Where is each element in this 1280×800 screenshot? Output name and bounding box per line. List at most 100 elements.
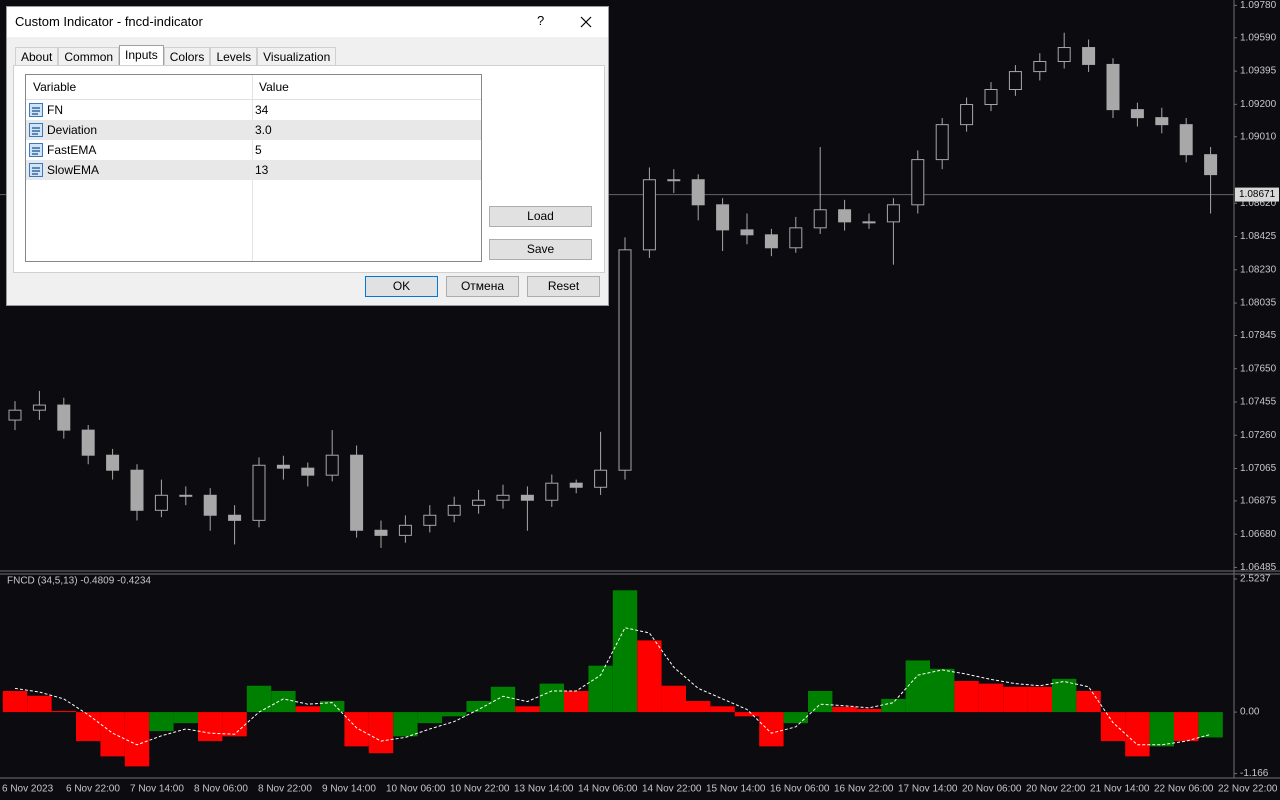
x-tick-label: 20 Nov 06:00 [962, 784, 1022, 795]
histogram-bar [246, 685, 272, 713]
candle-body [911, 159, 925, 206]
button[interactable]: OK [365, 276, 438, 297]
candle-body [789, 227, 803, 249]
y-tick-label: 1.06680 [1240, 529, 1277, 540]
histogram-bar [295, 706, 320, 713]
dialog: Custom Indicator - fncd-indicator ? Abou… [6, 6, 609, 306]
y-tick-label: 1.08620 [1240, 198, 1277, 209]
x-tick-label: 8 Nov 22:00 [258, 784, 312, 795]
button[interactable]: Отмена [446, 276, 519, 297]
histogram-bar [1198, 712, 1223, 738]
histogram-bar [344, 712, 369, 747]
y-tick-label: 1.09200 [1240, 99, 1277, 110]
candle-body [1082, 47, 1096, 65]
tab-page: Variable Value FN 34 Deviation 3.0 FastEMA 5 S… [13, 65, 605, 273]
y-tick-label: 1.09395 [1240, 66, 1277, 77]
candle-body [106, 454, 120, 471]
histogram-bar [1149, 712, 1174, 747]
button[interactable]: Reset [527, 276, 600, 297]
x-tick-label: 20 Nov 22:00 [1026, 784, 1086, 795]
y-tick-label: 1.06485 [1240, 562, 1277, 573]
candle-body [252, 464, 266, 521]
histogram-bar [1100, 712, 1126, 742]
histogram-bar [881, 698, 906, 713]
histogram-bar [1174, 712, 1199, 742]
x-tick-label: 14 Nov 22:00 [642, 784, 702, 795]
candle-body [447, 504, 461, 516]
y-tick-label: 1.09590 [1240, 32, 1277, 43]
histogram-bar [124, 712, 150, 767]
candle-body [569, 482, 583, 488]
histogram-bar [466, 701, 491, 713]
candle-body [764, 234, 778, 249]
candle-body [545, 482, 559, 501]
candle-body [1155, 117, 1169, 126]
candle-body [301, 467, 315, 476]
x-tick-label: 7 Nov 14:00 [130, 784, 184, 795]
histogram-bar [564, 691, 589, 713]
x-tick-label: 8 Nov 06:00 [194, 784, 248, 795]
help-button[interactable]: ? [537, 13, 545, 28]
column-header[interactable]: Variable [33, 80, 77, 94]
histogram-bar [539, 683, 564, 713]
candle-body [325, 454, 339, 476]
column-header[interactable]: Value [259, 80, 289, 94]
histogram-bar [1052, 678, 1077, 713]
variable-name: FastEMA [47, 143, 97, 157]
candle-body [716, 204, 730, 231]
histogram-bar [661, 685, 686, 713]
y-tick-label: 1.07845 [1240, 330, 1277, 341]
histogram-bar [368, 712, 394, 754]
variable-name: SlowEMA [47, 163, 100, 177]
histogram-bar [27, 695, 52, 713]
candle-body [374, 529, 388, 536]
close-button[interactable] [579, 15, 593, 29]
candle-body [1057, 47, 1071, 63]
type-icon [29, 163, 43, 177]
x-tick-label: 14 Nov 06:00 [578, 784, 638, 795]
table-row[interactable]: Deviation 3.0 [26, 120, 481, 140]
candle-body [1008, 71, 1022, 91]
histogram-bar [930, 668, 955, 713]
type-icon [29, 143, 43, 157]
candle-body [1106, 63, 1120, 111]
dialog-title: Custom Indicator - fncd-indicator [15, 14, 203, 29]
tab[interactable]: Common [58, 47, 120, 67]
y-tick-label: -1.166 [1240, 768, 1269, 779]
candle-body [594, 469, 608, 488]
histogram-bar [490, 686, 516, 713]
candle-body [618, 249, 632, 471]
button[interactable]: Save [489, 239, 592, 260]
x-tick-label: 15 Nov 14:00 [706, 784, 766, 795]
histogram-bar [734, 712, 760, 717]
histogram-bar [198, 712, 223, 742]
candle-body [472, 499, 486, 506]
histogram-bar [1027, 686, 1052, 713]
candle-body [398, 524, 412, 536]
histogram-bar [1076, 691, 1101, 713]
x-tick-label: 22 Nov 06:00 [1154, 784, 1214, 795]
candle-body [154, 494, 168, 511]
variable-value: 34 [255, 103, 269, 117]
tab[interactable]: Colors [163, 47, 211, 67]
tab[interactable]: About [15, 47, 59, 67]
candle-body [1204, 154, 1218, 176]
table-row[interactable]: FastEMA 5 [26, 140, 481, 160]
y-tick-label: 1.08035 [1240, 298, 1277, 309]
x-tick-label: 6 Nov 22:00 [66, 784, 120, 795]
tab[interactable]: Visualization [257, 47, 337, 67]
tab[interactable]: Inputs [119, 45, 164, 67]
x-tick-label: 22 Nov 22:00 [1218, 784, 1278, 795]
candle-body [423, 514, 437, 526]
histogram-bar [954, 680, 979, 713]
tab[interactable]: Levels [210, 47, 258, 67]
current-price-label: 1.08671 [1239, 189, 1276, 200]
histogram-bar [149, 712, 174, 732]
table-row[interactable]: SlowEMA 13 [26, 160, 481, 180]
candle-body [276, 464, 290, 469]
table-row[interactable]: FN 34 [26, 100, 481, 120]
button[interactable]: Load [489, 206, 592, 227]
histogram-bar [637, 640, 662, 713]
